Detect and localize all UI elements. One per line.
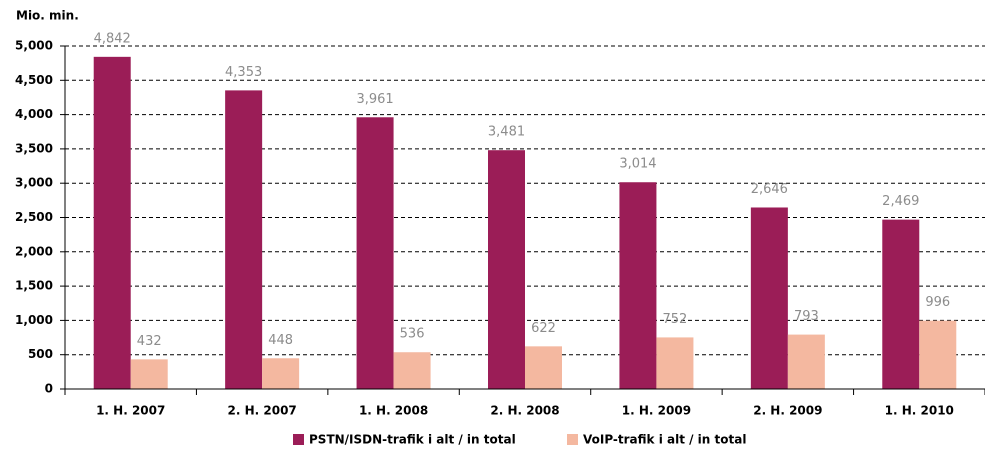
legend-label: VoIP-trafik i alt / in total (583, 433, 746, 447)
bar (882, 219, 920, 389)
bar (919, 320, 957, 389)
y-tick-label: 1,500 (15, 279, 53, 293)
bar (130, 359, 168, 389)
y-tick-label: 4,000 (15, 107, 53, 121)
bar (93, 56, 131, 389)
x-tick-label: 1. H. 2007 (96, 404, 165, 418)
y-tick-label: 0 (45, 382, 53, 396)
data-label: 3,961 (356, 92, 393, 107)
bar (393, 352, 431, 389)
data-label: 2,469 (882, 194, 919, 209)
x-tick-label: 1. H. 2008 (359, 404, 428, 418)
bar (619, 182, 657, 389)
y-tick-label: 2,500 (15, 210, 53, 224)
bar (656, 337, 694, 389)
y-tick-label: 1,000 (15, 313, 53, 327)
bar (356, 117, 394, 390)
y-tick-label: 500 (28, 347, 53, 361)
y-tick-label: 2,000 (15, 244, 53, 258)
data-label: 448 (268, 333, 293, 348)
bar (262, 358, 300, 389)
legend-swatch (293, 434, 304, 445)
data-label: 622 (531, 321, 556, 336)
data-label: 996 (925, 295, 950, 310)
legend-swatch (567, 434, 578, 445)
y-tick-label: 4,500 (15, 73, 53, 87)
data-label: 3,481 (488, 125, 525, 140)
x-tick-label: 2. H. 2009 (753, 404, 822, 418)
bar (525, 346, 562, 389)
y-axis-label: Mio. min. (16, 9, 79, 23)
y-tick-label: 3,500 (15, 141, 53, 155)
bar (488, 150, 525, 389)
data-label: 4,842 (94, 31, 131, 46)
bar (787, 334, 825, 389)
data-label: 752 (663, 312, 688, 327)
x-tick-label: 1. H. 2009 (622, 404, 691, 418)
data-label: 3,014 (619, 157, 656, 172)
y-tick-label: 5,000 (15, 39, 53, 53)
x-tick-label: 2. H. 2008 (490, 404, 559, 418)
bar (225, 90, 263, 389)
legend-label: PSTN/ISDN-trafik i alt / in total (309, 433, 516, 447)
x-tick-label: 1. H. 2010 (885, 404, 954, 418)
data-label: 536 (400, 327, 425, 342)
y-tick-label: 3,000 (15, 176, 53, 190)
data-label: 793 (794, 309, 819, 324)
data-label: 4,353 (225, 65, 262, 80)
data-label: 2,646 (751, 182, 788, 197)
bar (750, 207, 788, 389)
x-tick-label: 2. H. 2007 (228, 404, 297, 418)
data-label: 432 (137, 334, 162, 349)
